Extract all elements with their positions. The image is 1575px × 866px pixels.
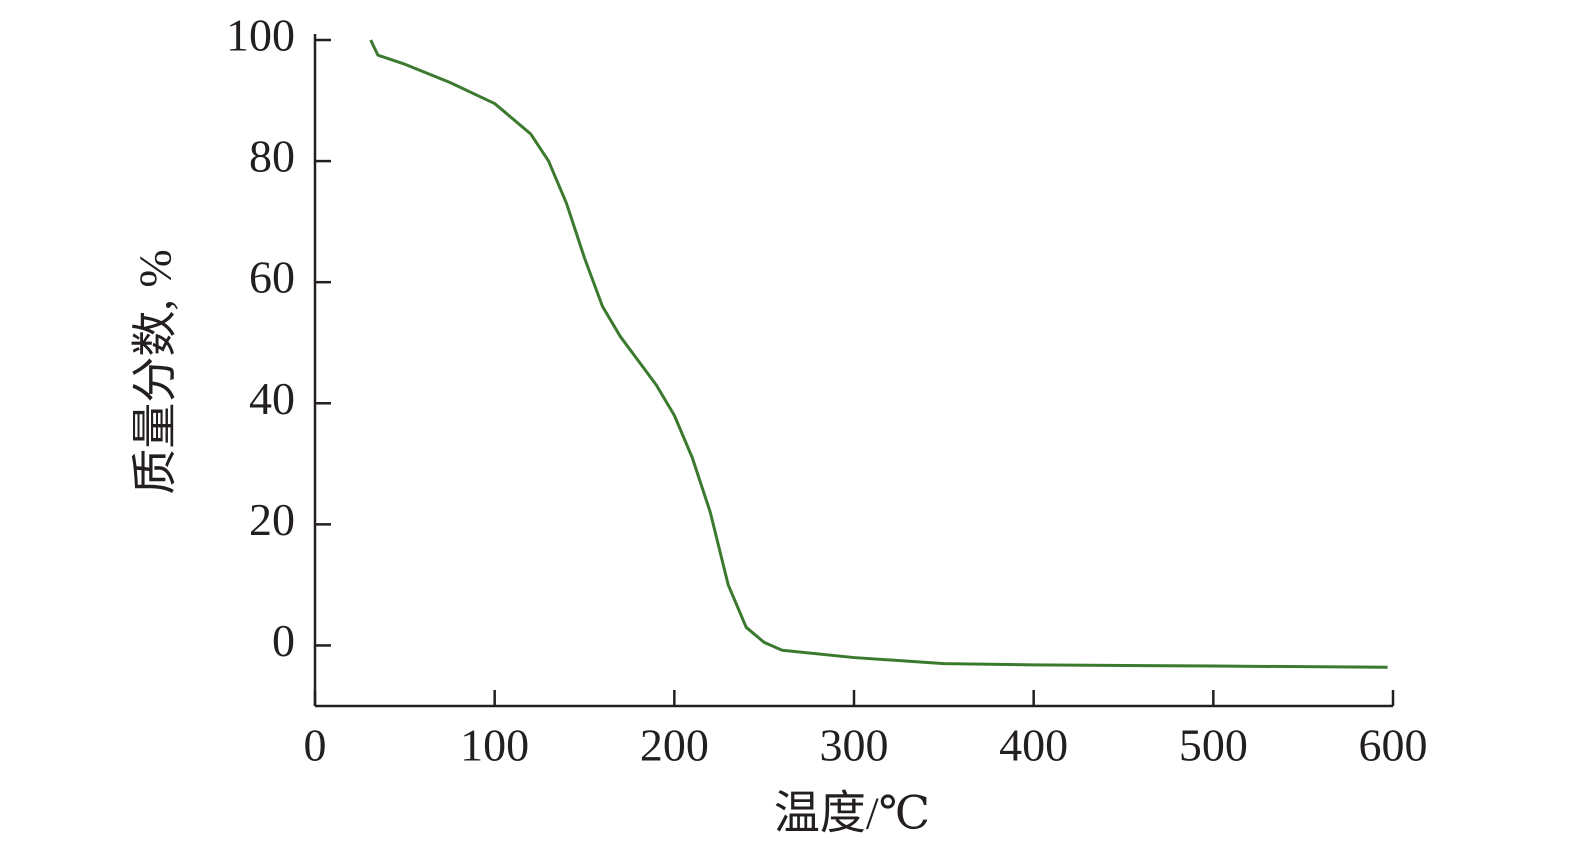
y-tick-label: 60 — [249, 252, 295, 303]
x-tick-label: 200 — [640, 720, 709, 771]
y-tick-label: 100 — [226, 10, 295, 61]
y-tick-label: 0 — [272, 615, 295, 666]
x-tick-label: 100 — [460, 720, 529, 771]
y-tick-label: 80 — [249, 131, 295, 182]
data-line — [369, 39, 1388, 669]
y-axis-label: 质量分数, % — [130, 249, 181, 494]
y-tick-label: 20 — [249, 494, 295, 545]
x-tick-label: 400 — [999, 720, 1068, 771]
y-tick-label: 40 — [249, 373, 295, 424]
x-tick-label: 500 — [1179, 720, 1248, 771]
x-tick-label: 300 — [820, 720, 889, 771]
x-axis-label: 温度/℃ — [774, 788, 930, 839]
x-tick-label: 0 — [304, 720, 327, 771]
x-tick-label: 600 — [1359, 720, 1428, 771]
